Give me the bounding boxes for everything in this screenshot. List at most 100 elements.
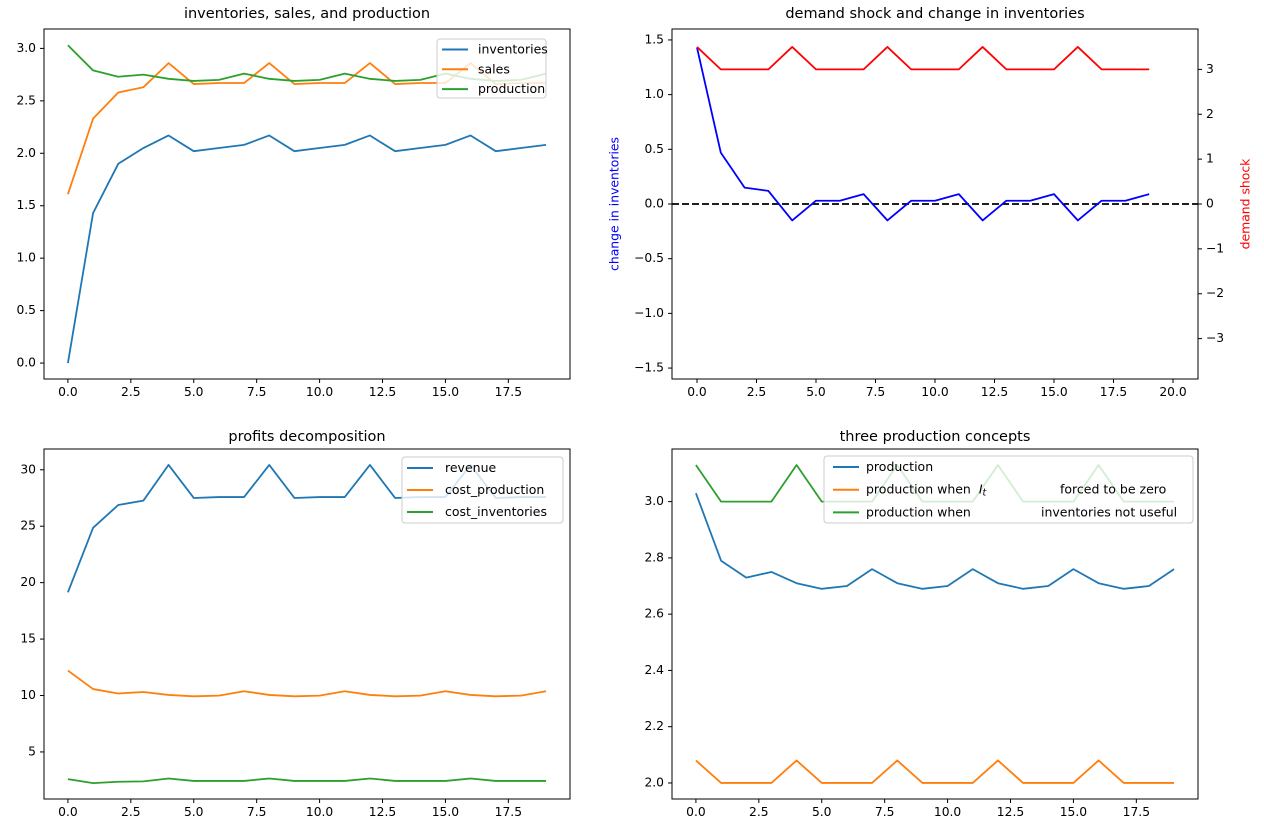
x-tick-label: 5.0 [184,805,204,819]
ylabel-change-in-inventories: change in inventories [606,137,622,271]
y-tick-label-right: 2 [1206,107,1214,121]
y-tick-label: 2.2 [644,719,664,733]
x-tick-label: 2.5 [121,385,141,399]
series-production [695,492,1175,590]
x-tick-label: 12.5 [369,805,396,819]
legend-profits-decomposition: revenue cost_production cost_inventories [401,456,564,524]
y-tick-label-right: −3 [1206,331,1224,345]
legend-inventories-sales-production: inventories sales production [436,38,548,99]
y-tick-label: 15 [20,632,36,646]
x-tick-label: 0.0 [686,805,706,819]
panel-title-inventories-sales-production: inventories, sales, and production [183,6,431,22]
y-tick-label: 0.0 [16,356,36,370]
y-tick-label-right: 3 [1206,62,1214,76]
y-tick-label: 1.5 [644,32,664,46]
y-tick-label: 1.0 [644,87,664,101]
y-tick-label: 1.0 [16,251,36,265]
x-tick-label: 10.0 [934,805,961,819]
y-tick-label: 2.8 [644,550,664,564]
x-tick-label: 5.0 [806,385,826,399]
x-tick-label: 0.0 [58,805,78,819]
x-tick-label: 20.0 [1159,385,1186,399]
y-tick-label: −1.0 [634,306,664,320]
x-tick-label: 7.5 [875,805,895,819]
x-tick-label: 10.0 [921,385,948,399]
legend-label: cost_inventories [445,504,547,519]
x-tick-label: 12.5 [981,385,1008,399]
y-tick-label: 10 [20,688,36,702]
axes-frame [43,28,571,380]
axes-frame [43,448,571,800]
x-tick-label: 15.0 [432,385,459,399]
x-tick-label: 7.5 [247,385,267,399]
y-tick-label: 2.6 [644,607,664,621]
x-tick-label: 10.0 [306,805,333,819]
y-tick-label: 2.0 [644,775,664,789]
panel-title-three-production-concepts: three production concepts [839,429,1031,445]
legend-label: revenue [445,460,496,475]
legend-label: production when inventories not useful [866,504,1177,519]
y-tick-label: 0.5 [16,303,36,317]
y-tick-label: 2.0 [16,146,36,160]
legend-label: production [866,459,933,474]
legend-label: cost_production [445,482,544,497]
x-tick-label: 2.5 [749,805,769,819]
x-tick-label: 2.5 [747,385,767,399]
y-tick-label: −0.5 [634,251,664,265]
y-tick-label: 2.5 [16,93,36,107]
x-tick-label: 10.0 [306,385,333,399]
legend-label: production [478,81,545,96]
legend-label: inventories [478,41,548,56]
panel-title-demand-shock-change-inventories: demand shock and change in inventories [785,6,1085,22]
y-tick-label: 1.5 [16,198,36,212]
axes-profits-decomposition: 0.0 2.5 5.0 7.5 10.0 12.5 15.0 17.5 5 10 15 20 25 30 [20,448,571,819]
series-change-in-inventories [696,47,1150,222]
y-tick-label-right: −1 [1206,241,1224,255]
x-tick-label: 17.5 [1100,385,1127,399]
axes-frame [671,448,1199,800]
x-tick-label: 7.5 [247,805,267,819]
x-tick-label: 0.0 [58,385,78,399]
y-tick-label: 3.0 [644,494,664,508]
legend-three-production-concepts: production production when It forced to be… [823,455,1194,524]
x-tick-label: 12.5 [997,805,1024,819]
legend-frame [401,456,564,524]
axes-three-production-concepts: 0.0 2.5 5.0 7.5 10.0 12.5 15.0 17.5 2.0 2.2 2.4 2.6… [644,448,1199,819]
y-tick-label: 5 [28,744,36,758]
x-tick-label: 17.5 [1123,805,1150,819]
y-tick-label: −1.5 [634,361,664,375]
series-cost-inventories [67,777,547,784]
x-tick-label: 15.0 [432,805,459,819]
y-tick-label-right: 1 [1206,152,1214,166]
panel-title-profits-decomposition: profits decomposition [228,429,386,445]
y-tick-label: 0.0 [644,197,664,211]
y-tick-label: 25 [20,519,36,533]
legend-label: sales [478,61,510,76]
y-tick-label: 0.5 [644,142,664,156]
x-tick-label: 2.5 [121,805,141,819]
y-tick-label: 20 [20,575,36,589]
series-demand-shock [696,46,1150,71]
x-tick-label: 17.5 [495,385,522,399]
y-tick-label: 2.4 [644,663,664,677]
y-tick-label: 3.0 [16,41,36,55]
axes-demand-shock-and-change-in-inventories: 0.0 2.5 5.0 7.5 10.0 12.5 15.0 17.5 20.0−1.5−1.0… [634,28,1224,399]
legend-frame [823,455,1194,524]
x-tick-label: 12.5 [369,385,396,399]
y-tick-label-right: 0 [1206,197,1214,211]
series-inventories [67,134,547,364]
x-tick-label: 5.0 [184,385,204,399]
x-tick-label: 15.0 [1040,385,1067,399]
x-tick-label: 7.5 [866,385,886,399]
y-tick-label: 30 [20,462,36,476]
x-tick-label: 15.0 [1060,805,1087,819]
x-tick-label: 0.0 [687,385,707,399]
ylabel-demand-shock: demand shock [1237,158,1253,250]
series-cost-production [67,669,547,698]
legend-label: production when It forced to be zero [866,481,1166,498]
series-production-when-i-t-forced-to-be-zero [695,759,1175,784]
x-tick-label: 5.0 [812,805,832,819]
y-tick-label-right: −2 [1206,286,1224,300]
